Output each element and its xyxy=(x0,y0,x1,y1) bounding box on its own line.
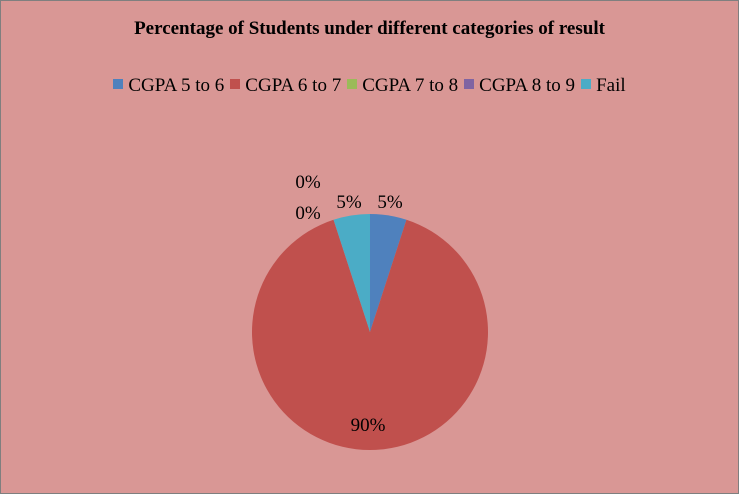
legend-label: CGPA 8 to 9 xyxy=(479,75,576,96)
chart-title: Percentage of Students under different c… xyxy=(134,18,605,39)
legend: CGPA 5 to 6 CGPA 6 to 7 CGPA 7 to 8 CGPA 8 … xyxy=(0,75,739,97)
legend-label: CGPA 5 to 6 xyxy=(128,75,225,96)
legend-swatch xyxy=(230,79,241,89)
pie-labels: 5% 90% 0% 0% 5% xyxy=(295,172,403,436)
legend-item: CGPA 7 to 8 xyxy=(347,75,458,97)
legend-swatch xyxy=(464,79,475,89)
legend-label: CGPA 6 to 7 xyxy=(245,75,342,96)
legend-item: Fail xyxy=(581,75,626,97)
legend-swatch xyxy=(581,79,592,89)
slice-data-label: 5% xyxy=(377,192,403,213)
legend-label: Fail xyxy=(596,75,626,96)
legend-item: CGPA 6 to 7 xyxy=(230,75,341,97)
pie-slice xyxy=(370,214,407,332)
legend-item: CGPA 8 to 9 xyxy=(464,75,575,97)
legend-swatch xyxy=(113,79,124,89)
slice-data-label: 5% xyxy=(336,192,362,213)
slice-data-label: 90% xyxy=(351,415,386,436)
slice-data-label: 0% xyxy=(295,172,321,193)
legend-swatch xyxy=(347,79,358,89)
legend-label: CGPA 7 to 8 xyxy=(362,75,459,96)
legend-item: CGPA 5 to 6 xyxy=(113,75,224,97)
pie-slices xyxy=(252,214,488,451)
slice-data-label: 0% xyxy=(295,203,321,224)
pie-slice xyxy=(252,219,488,451)
pie-slice xyxy=(333,214,370,332)
